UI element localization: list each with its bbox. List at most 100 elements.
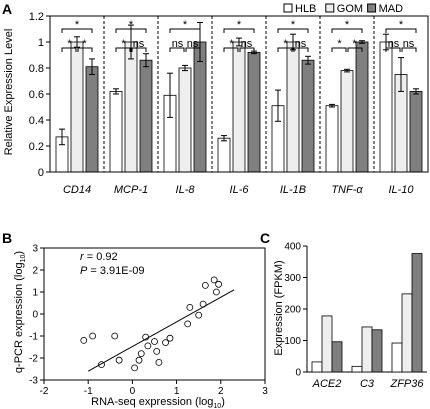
panel-a-sig-bracket (61, 47, 77, 52)
panel-b-xlabel-close: ) (221, 396, 225, 408)
panel-c-bar (371, 329, 383, 373)
panel-a-category-label: IL-6 (230, 184, 250, 196)
panel-a-y-tick-label: 0 (38, 167, 44, 179)
panel-b-y-tick-label: 2 (32, 266, 38, 277)
panel-a-y-tick-label: 0.8 (29, 63, 44, 75)
panel-c: C Expression (FPKM) 0 100 200 300 400 ACE2 C3… (260, 230, 427, 390)
panel-b-data-point (195, 311, 203, 319)
panel-a-bar (340, 70, 354, 173)
panel-b-data-point (210, 276, 218, 284)
panel-c-bar (361, 326, 373, 373)
panel-b-data-point (184, 320, 192, 328)
panel-b-y-tick-label: -1 (29, 332, 38, 343)
panel-b-data-point (135, 356, 143, 364)
panel-a-legend-swatch (367, 3, 377, 13)
panel-b-data-point (186, 303, 194, 311)
panel-a-bar (325, 105, 339, 173)
panel-a-sig-label: * (67, 38, 72, 50)
panel-c-y-tick-label: 400 (284, 242, 301, 253)
panel-a-sig-label: ns (133, 38, 145, 50)
panel-b-ylabel-base: 10 (20, 255, 27, 263)
panel-a-sig-label: ns (388, 38, 400, 50)
panel-a-bar (409, 91, 423, 173)
panel-a-bar (286, 41, 300, 173)
panel-b-data-point (89, 332, 97, 340)
panel-a-y-ticks: 0 0.2 0.4 0.6 0.8 1 1.2 (29, 11, 50, 179)
panel-a-bar (85, 66, 99, 173)
panel-c-category-label: ZFP36 (389, 378, 424, 390)
panel-a-y-tick-label: 0.4 (29, 115, 44, 127)
panel-a-y-tick-label: 1 (38, 37, 44, 49)
panel-b-ylabel-close: ) (13, 251, 25, 255)
panel-a-bar (301, 59, 315, 173)
panel-b-x-tick-label: 0 (130, 386, 136, 397)
panel-a-bar (139, 59, 153, 173)
panel-a-sig-bracket (185, 47, 201, 52)
panel-a-sig-bracket (131, 47, 147, 52)
panel-b-trendline (87, 289, 235, 372)
panel-a-sig-bracket (115, 28, 147, 33)
panel-a-bar (355, 41, 369, 173)
panel-c-y-tick-label: 100 (284, 336, 301, 347)
panel-a-category-label: CD14 (63, 184, 91, 196)
panel-a-sig-label: ns (403, 38, 415, 50)
panel-c-category-label: C3 (360, 378, 375, 390)
panel-c-bar (331, 341, 343, 373)
panel-b-r-value: = 0.92 (84, 251, 118, 263)
panel-a-y-tick-label: 1.2 (29, 11, 44, 23)
panel-b-data-point (111, 332, 119, 340)
panel-a-legend-swatch (325, 3, 335, 13)
panel-b-r-annotation: r = 0.92 (80, 251, 118, 263)
panel-b-p-label: P (80, 265, 88, 277)
panel-b-x-tick-label: -1 (84, 386, 93, 397)
panel-a-sig-label: * (337, 38, 342, 50)
panel-c-y-tick-label: 200 (284, 305, 301, 316)
panel-b-data-point (151, 338, 158, 345)
panel-b-y-tick-label: -3 (29, 376, 38, 387)
panel-a-category-label: IL-10 (388, 184, 414, 196)
panel-a-legend-label: MAD (379, 3, 404, 15)
panel-b-data-point (144, 342, 152, 350)
panel-b-data-point (215, 280, 222, 288)
panel-b-x-tick-label: -2 (40, 386, 49, 397)
panel-a-sig-label: ns (172, 38, 184, 50)
panel-b-data-point (80, 336, 88, 344)
panel-a-sig-bracket (223, 28, 255, 33)
panel-a-legend-label: HLB (295, 3, 316, 15)
panel-b-xlabel-base: 10 (213, 403, 221, 409)
panel-a-sig-bracket (115, 47, 131, 52)
panel-b-data-point (131, 364, 139, 372)
panel-a-sig-bracket (61, 28, 93, 33)
panel-b-x-tick-label: 2 (218, 386, 224, 397)
panel-b-data-point (115, 356, 123, 364)
panel-b-data-point (162, 339, 169, 347)
panel-a-bar (70, 41, 84, 173)
panel-a-bars (55, 16, 423, 173)
panel-a-sig-bracket (77, 47, 93, 52)
panel-a-plot-frame (49, 15, 429, 173)
panel-b-data-point (166, 334, 174, 342)
panel-b-data-point (155, 358, 163, 366)
panel-a-sig-bracket (277, 47, 293, 52)
panel-b-xlabel: RNA-seq expression (log10) (91, 396, 225, 409)
panel-a-sig-label: * (129, 19, 134, 31)
panel-a-sig-label: * (121, 38, 126, 50)
panel-a-bar (178, 67, 192, 173)
panel-a-bar (217, 137, 231, 173)
panel-b-x-tick-label: 3 (262, 386, 268, 397)
panel-a: A Relative Expression Level 0 0.2 0.4 0.6 0.… (2, 1, 429, 196)
panel-a-sig-bracket (239, 47, 255, 52)
panel-a-sig-label: * (399, 19, 404, 31)
panel-a-sig-bracket (331, 28, 363, 33)
panel-a-legend: HLB GOM MAD (283, 3, 404, 15)
panel-b-p-annotation: P = 3.91E-09 (80, 265, 145, 277)
panel-a-sig-bracket (223, 47, 239, 52)
panel-a-sig-label: * (183, 19, 188, 31)
panel-c-bar (391, 342, 403, 373)
panel-c-label: C (260, 230, 270, 246)
panel-a-sig-label: * (345, 19, 350, 31)
panel-b-data-point (212, 288, 220, 296)
panel-c-bar (351, 365, 363, 373)
panel-a-bar (247, 52, 261, 173)
panel-b-ylabel-text: q-PCR expression (log (13, 262, 25, 373)
